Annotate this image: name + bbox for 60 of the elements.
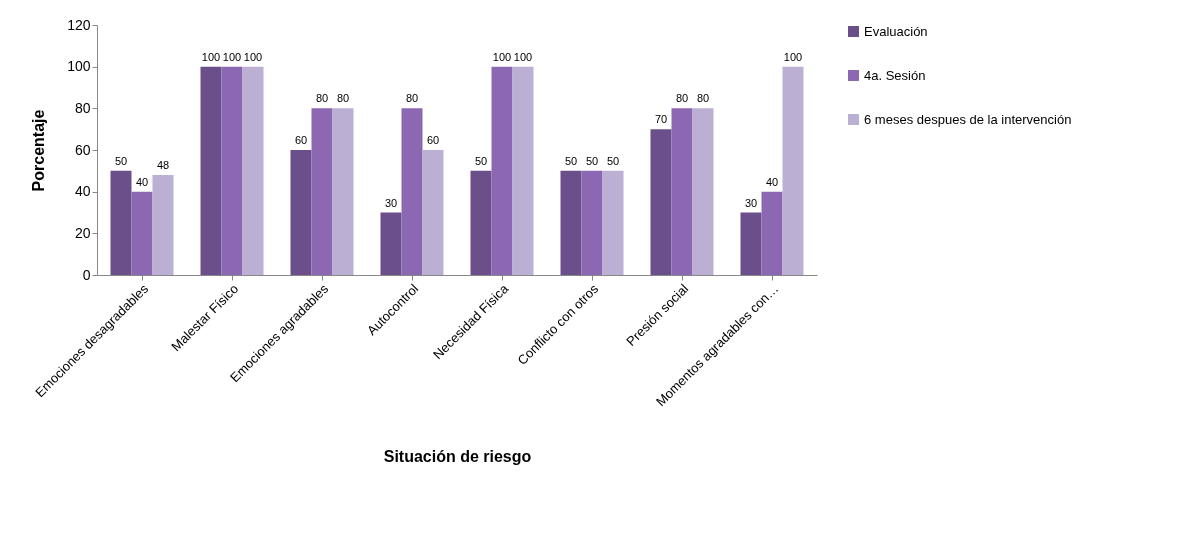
data-label: 60 (426, 134, 440, 146)
data-label: 100 (513, 50, 533, 63)
bar (650, 129, 672, 275)
data-label: 50 (114, 154, 128, 167)
bar (671, 108, 693, 275)
x-axis-title: Situación de riesgo (383, 448, 532, 466)
data-label: 30 (384, 196, 398, 209)
bar (131, 191, 153, 275)
data-label: 40 (765, 175, 779, 188)
data-label: 80 (315, 92, 329, 105)
y-tick-label: 120 (67, 16, 91, 33)
bar (560, 170, 582, 275)
data-label: 40 (135, 175, 149, 188)
y-tick-label: 60 (74, 141, 91, 158)
bar (221, 66, 243, 275)
data-label: 50 (606, 154, 620, 167)
bar (740, 212, 762, 275)
bar (152, 175, 174, 275)
y-tick-label: 100 (67, 58, 91, 75)
y-tick-label: 40 (74, 183, 91, 200)
y-tick-label: 80 (74, 99, 91, 116)
bar (761, 191, 783, 275)
data-label: 60 (294, 134, 308, 146)
bar (110, 170, 132, 275)
legend-label: Evaluación (864, 23, 928, 39)
data-label: 80 (696, 92, 710, 105)
bar (401, 108, 423, 275)
y-axis-title: Porcentaje (30, 109, 48, 192)
y-tick-label: 0 (82, 266, 91, 283)
bar (491, 66, 513, 275)
data-label: 80 (336, 92, 350, 105)
data-label: 100 (201, 50, 221, 63)
bar (602, 170, 624, 275)
bar (290, 150, 312, 275)
data-label: 100 (783, 50, 803, 63)
data-label: 70 (654, 113, 668, 126)
bar (332, 108, 354, 275)
data-label: 100 (222, 50, 242, 63)
data-label: 80 (675, 92, 689, 105)
data-label: 100 (243, 50, 263, 63)
bar (242, 66, 264, 275)
legend-label: 6 meses despues de la intervención (864, 111, 1072, 127)
legend-label: 4a. Sesión (864, 67, 926, 83)
y-tick-label: 20 (74, 224, 91, 241)
bar (470, 170, 492, 275)
bar (782, 66, 804, 275)
data-label: 50 (474, 154, 488, 167)
bar (581, 170, 603, 275)
bar (512, 66, 534, 275)
bar (200, 66, 222, 275)
bar (422, 150, 444, 275)
data-label: 30 (744, 196, 758, 209)
data-label: 50 (585, 154, 599, 167)
bar (692, 108, 714, 275)
bar (311, 108, 333, 275)
bar (380, 212, 402, 275)
data-label: 80 (405, 92, 419, 105)
data-label: 100 (492, 50, 512, 63)
data-label: 50 (564, 154, 578, 167)
data-label: 48 (156, 159, 170, 171)
